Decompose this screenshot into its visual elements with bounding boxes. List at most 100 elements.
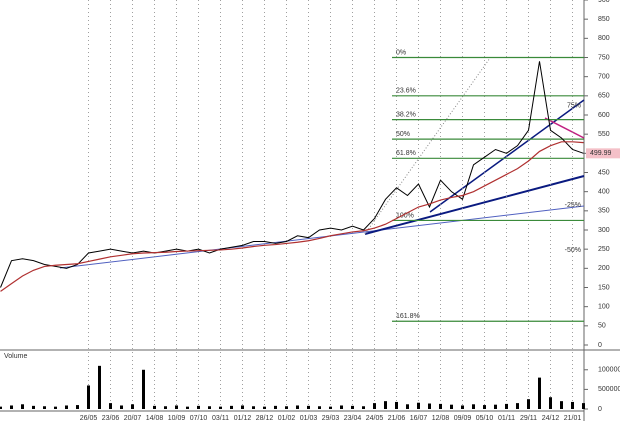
percent-label: -25%: [565, 202, 581, 209]
volume-bar: [65, 405, 68, 409]
x-tick-label: 01/11: [498, 415, 515, 421]
x-tick-label: 21/06: [388, 415, 406, 421]
x-tick-label: 01/03: [300, 415, 318, 421]
y-tick-label: 550: [598, 131, 610, 138]
volume-bar: [21, 404, 24, 409]
fib-label: 0%: [396, 49, 406, 56]
volume-bar: [351, 405, 354, 409]
volume-bar: [120, 405, 123, 409]
percent-label: 75%: [567, 102, 581, 109]
volume-bar: [494, 404, 497, 409]
volume-bar: [175, 405, 178, 409]
volume-bar: [329, 406, 332, 409]
x-tick-label: 24/12: [542, 415, 560, 421]
volume-bar: [131, 404, 134, 409]
y-tick-label: 500000: [598, 386, 620, 393]
y-tick-label: 400: [598, 189, 610, 196]
x-tick-label: 20/07: [124, 415, 142, 421]
y-tick-label: 650: [598, 93, 610, 100]
x-tick-label: 09/09: [454, 415, 472, 421]
x-tick-label: 01/02: [278, 415, 296, 421]
volume-bar: [527, 399, 530, 409]
volume-bar: [428, 403, 431, 409]
volume-bar: [32, 405, 35, 409]
price-line: [0, 141, 584, 292]
volume-bar: [230, 405, 233, 409]
last-price-tag: [586, 148, 620, 159]
volume-bar: [10, 405, 13, 409]
volume-bar: [571, 401, 574, 409]
x-tick-label: 24/05: [366, 415, 384, 421]
volume-bar: [241, 405, 244, 409]
x-tick-label: 10/09: [168, 415, 186, 421]
percent-label: -50%: [565, 247, 581, 254]
y-tick-label: 50: [598, 323, 606, 330]
volume-bar: [197, 405, 200, 409]
x-tick-label: 21/01: [564, 415, 582, 421]
volume-bar: [340, 405, 343, 409]
trend-line: [364, 175, 585, 235]
y-tick-label: 150: [598, 284, 610, 291]
volume-bar: [373, 403, 376, 409]
volume-bar: [472, 404, 475, 409]
x-tick-label: 23/04: [344, 415, 362, 421]
y-tick-label: 450: [598, 169, 610, 176]
x-tick-label: 23/06: [102, 415, 120, 421]
volume-bar: [307, 405, 310, 409]
volume-bar: [76, 405, 79, 409]
y-tick-label: 800: [598, 35, 610, 42]
volume-bar: [450, 404, 453, 409]
y-tick-label: 900: [598, 0, 610, 4]
volume-bar: [43, 406, 46, 409]
volume-bar: [274, 405, 277, 409]
x-tick-label: 26/05: [80, 415, 98, 421]
volume-bar: [417, 402, 420, 409]
x-tick-label: 14/08: [146, 415, 164, 421]
volume-bar: [263, 406, 266, 409]
y-tick-label: 250: [598, 246, 610, 253]
volume-bar: [384, 401, 387, 409]
volume-bar: [549, 397, 552, 409]
volume-bar: [54, 406, 57, 409]
volume-bar: [186, 406, 189, 409]
fib-label: 161.8%: [396, 313, 420, 320]
volume-bar: [153, 405, 156, 409]
y-tick-label: 100: [598, 304, 610, 311]
x-tick-label: 12/08: [432, 415, 450, 421]
y-tick-label: 600: [598, 112, 610, 119]
x-tick-label: 05/10: [476, 415, 494, 421]
volume-bar: [560, 401, 563, 409]
volume-bar: [87, 385, 90, 409]
volume-bar: [505, 403, 508, 409]
volume-bar: [582, 403, 585, 409]
last-price-label: 499.99: [590, 150, 612, 157]
x-tick-label: 07/10: [190, 415, 208, 421]
price-line: [0, 61, 584, 288]
x-tick-label: 29/03: [322, 415, 340, 421]
volume-bar: [164, 406, 167, 409]
volume-bar: [395, 401, 398, 409]
volume-bar: [318, 406, 321, 409]
volume-bar: [142, 369, 145, 409]
volume-bar: [208, 406, 211, 409]
volume-bar: [439, 403, 442, 409]
volume-bar: [98, 365, 101, 409]
y-tick-label: 750: [598, 54, 610, 61]
volume-bar: [252, 406, 255, 409]
y-tick-label: 850: [598, 16, 610, 23]
fib-label: 23.6%: [396, 88, 416, 95]
trend-line: [429, 99, 585, 213]
volume-bar: [483, 405, 486, 409]
volume-bar: [362, 406, 365, 409]
y-tick-label: 300: [598, 227, 610, 234]
fib-label: 50%: [396, 131, 410, 138]
x-tick-label: 03/11: [212, 415, 229, 421]
y-tick-label: 200: [598, 265, 610, 272]
trend-line: [544, 117, 585, 139]
fib-label: 100%: [396, 212, 414, 219]
volume-bar: [0, 406, 2, 409]
x-tick-label: 16/07: [410, 415, 428, 421]
